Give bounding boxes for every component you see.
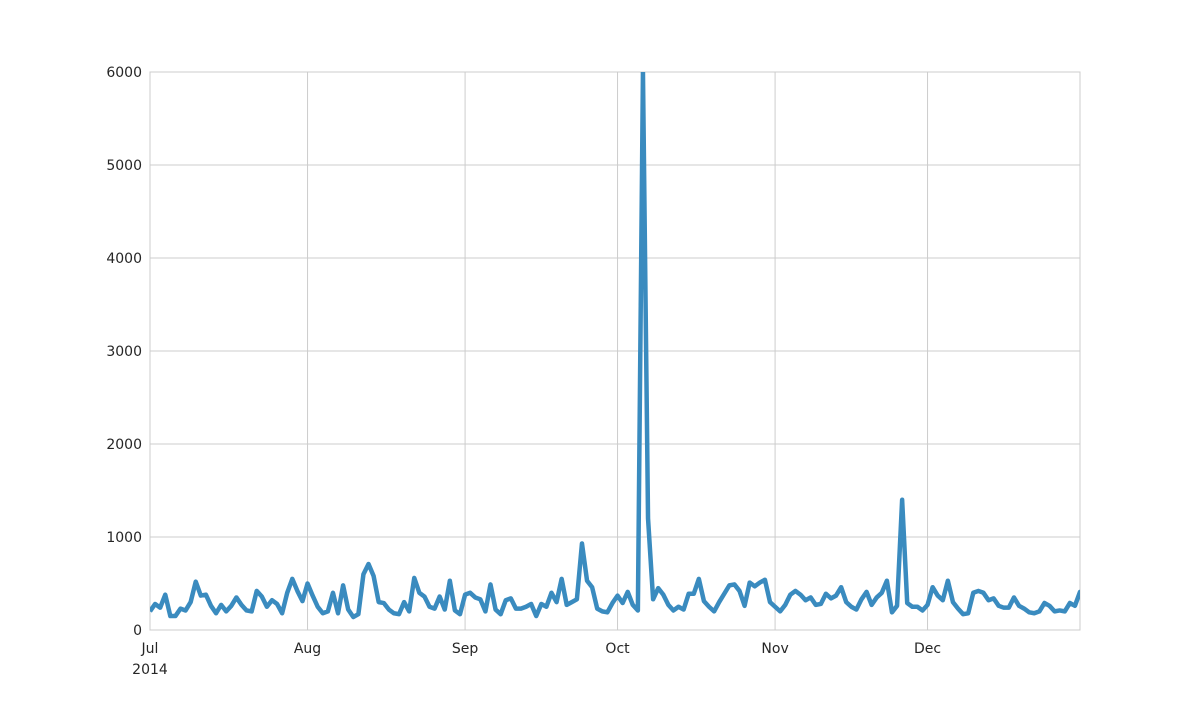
y-tick-label: 3000 [106,344,142,360]
series-line [150,72,1080,620]
y-tick-label: 5000 [106,158,142,174]
y-tick-label: 1000 [106,530,142,546]
plot-frame [149,71,1081,631]
y-tick-label: 4000 [106,251,142,267]
series-layer [150,72,1080,620]
x-tick-label: Aug [294,641,321,657]
x-tick-label: Nov [761,641,788,657]
y-tick-label: 0 [133,623,142,639]
y-axis: 0 1000 2000 3000 4000 5000 6000 [106,65,142,639]
x-tick-label: Oct [605,641,630,657]
x-tick-label: Sep [452,641,479,657]
x-axis: Jul 2014 Aug Sep Oct Nov Dec [132,641,941,678]
y-tick-label: 2000 [106,437,142,453]
x-tick-label: Dec [914,641,941,657]
y-tick-label: 6000 [106,65,142,81]
grid [149,71,1080,631]
x-tick-label: Jul [141,641,159,657]
x-tick-sublabel: 2014 [132,662,168,678]
